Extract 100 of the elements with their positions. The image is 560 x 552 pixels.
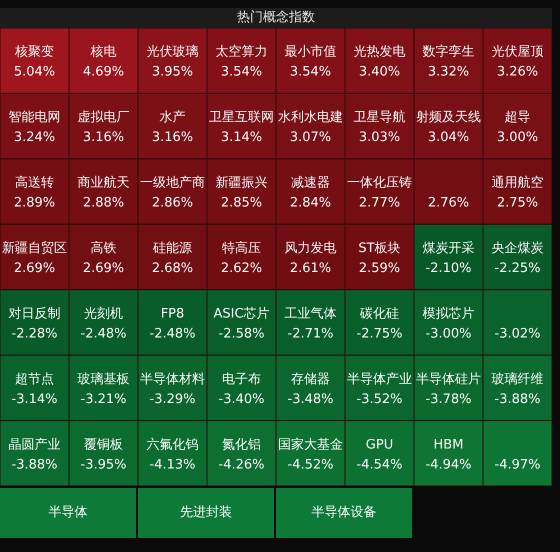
- data-label: 2.85%: [220, 196, 262, 211]
- data-label: 3.95%: [152, 64, 194, 80]
- data-label: 2.69%: [14, 261, 56, 276]
- data-label: -2.48%: [80, 326, 126, 342]
- category-label: 核聚变: [14, 44, 54, 60]
- category-label: 国家大基金: [278, 436, 343, 452]
- data-label: -3.48%: [288, 392, 334, 407]
- category-label: 晶圆产业: [8, 437, 60, 452]
- data-label: -2.25%: [494, 261, 540, 276]
- category-label: 最小市值: [284, 44, 336, 60]
- category-label: 射频及天线: [416, 110, 481, 126]
- text: 热门概念指数: [0, 8, 552, 28]
- data-label: 2.62%: [220, 261, 262, 276]
- data-label: -2.10%: [426, 261, 472, 276]
- data-label: -3.88%: [12, 457, 58, 472]
- data-label: 3.00%: [496, 130, 538, 146]
- category-label: 半导体硅片: [416, 372, 481, 387]
- category-label: 硅能源: [152, 241, 192, 256]
- category-label: 特高压: [222, 240, 261, 256]
- category-label: 六氟化钨: [146, 437, 198, 452]
- data-label: -2.28%: [12, 326, 58, 342]
- category-label: 虚拟电厂: [78, 110, 130, 126]
- category-label: 数字孪生: [422, 44, 474, 60]
- category-label: 高送转: [15, 174, 54, 191]
- tab-button: 半导体: [0, 488, 136, 538]
- data-label: -2.75%: [356, 326, 402, 342]
- category-label: GPU: [366, 437, 394, 452]
- category-label: 商业航天: [78, 176, 130, 191]
- category-label: 光伏玻璃: [146, 44, 198, 60]
- data-label: 3.07%: [290, 130, 332, 146]
- category-label: 半导体材料: [140, 372, 205, 387]
- data-label: -4.13%: [150, 457, 196, 472]
- data-label: 3.24%: [14, 130, 56, 146]
- data-label: 4.69%: [82, 64, 124, 80]
- category-label: HBM: [434, 437, 464, 452]
- tab-button: 半导体设备: [276, 488, 412, 538]
- data-label: -4.97%: [494, 457, 540, 472]
- data-label: -3.02%: [494, 326, 540, 342]
- data-label: 3.32%: [428, 64, 470, 80]
- category-label: 新疆自贸区: [2, 241, 67, 256]
- category-label: 一级地产商: [140, 176, 205, 191]
- data-label: 2.86%: [152, 196, 194, 211]
- category-label: 卫星导航: [354, 110, 406, 126]
- category-label: ST板块: [358, 241, 401, 256]
- data-label: 2.69%: [82, 261, 124, 276]
- data-label: 2.89%: [14, 196, 56, 211]
- category-label: 模拟芯片: [422, 306, 474, 322]
- data-label: 5.04%: [14, 64, 56, 80]
- category-label: 氮化铝: [222, 437, 261, 452]
- data-label: -2.48%: [150, 326, 196, 342]
- data-label: -4.94%: [426, 457, 472, 472]
- category-label: 覆铜板: [84, 437, 123, 452]
- category-label: 碳化硅: [359, 306, 399, 322]
- data-label: 2.88%: [82, 196, 124, 211]
- data-label: -3.40%: [218, 392, 264, 407]
- data-label: 2.59%: [358, 261, 400, 276]
- category-label: 智能电网: [8, 110, 60, 126]
- category-label: 电子布: [222, 372, 261, 387]
- category-label: 光刻机: [84, 306, 123, 322]
- category-label: 新疆振兴: [216, 176, 268, 191]
- data-label: 2.61%: [290, 261, 332, 276]
- data-label: -4.26%: [218, 457, 264, 472]
- data-label: 3.40%: [358, 64, 400, 80]
- category-label: 水产: [160, 110, 186, 126]
- data-label: 3.54%: [290, 64, 332, 80]
- category-label: 玻璃纤维: [492, 372, 544, 387]
- data-label: 3.16%: [152, 130, 194, 146]
- category-label: 超节点: [15, 372, 54, 387]
- category-label: 通用航空: [492, 176, 544, 191]
- category-label: 光伏屋顶: [492, 44, 544, 60]
- category-label: 央企煤炭: [492, 241, 544, 256]
- category-label: 半导体产业: [347, 372, 412, 387]
- data-label: -3.14%: [12, 392, 58, 407]
- category-label: 光热发电: [354, 44, 406, 60]
- category-label: 水利水电建: [278, 110, 343, 126]
- category-label: ASIC芯片: [213, 306, 270, 322]
- data-label: -2.58%: [218, 326, 264, 342]
- data-label: -3.29%: [150, 392, 196, 407]
- category-label: 太空算力: [216, 44, 268, 60]
- data-label: -2.71%: [288, 326, 334, 342]
- category-label: 减速器: [291, 176, 330, 191]
- category-label: FP8: [160, 306, 184, 322]
- data-label: 2.76%: [428, 196, 470, 211]
- data-label: 2.68%: [152, 261, 194, 276]
- data-label: 3.26%: [496, 64, 538, 80]
- data-label: -3.00%: [426, 326, 472, 342]
- category-label: 超导: [504, 110, 530, 126]
- data-label: -3.88%: [494, 392, 540, 407]
- data-label: 3.04%: [428, 130, 470, 146]
- data-label: 3.14%: [220, 130, 262, 146]
- data-label: 2.77%: [358, 196, 400, 211]
- data-label: 2.75%: [496, 196, 538, 211]
- category-label: 一体化压铸: [347, 176, 412, 191]
- category-label: 核电: [90, 44, 116, 60]
- category-label: 玻璃基板: [78, 372, 130, 387]
- data-label: -4.52%: [288, 457, 334, 472]
- data-label: 3.03%: [358, 130, 400, 146]
- category-label: 存储器: [291, 372, 330, 387]
- data-label: -3.52%: [356, 392, 402, 407]
- data-label: -4.54%: [356, 457, 402, 472]
